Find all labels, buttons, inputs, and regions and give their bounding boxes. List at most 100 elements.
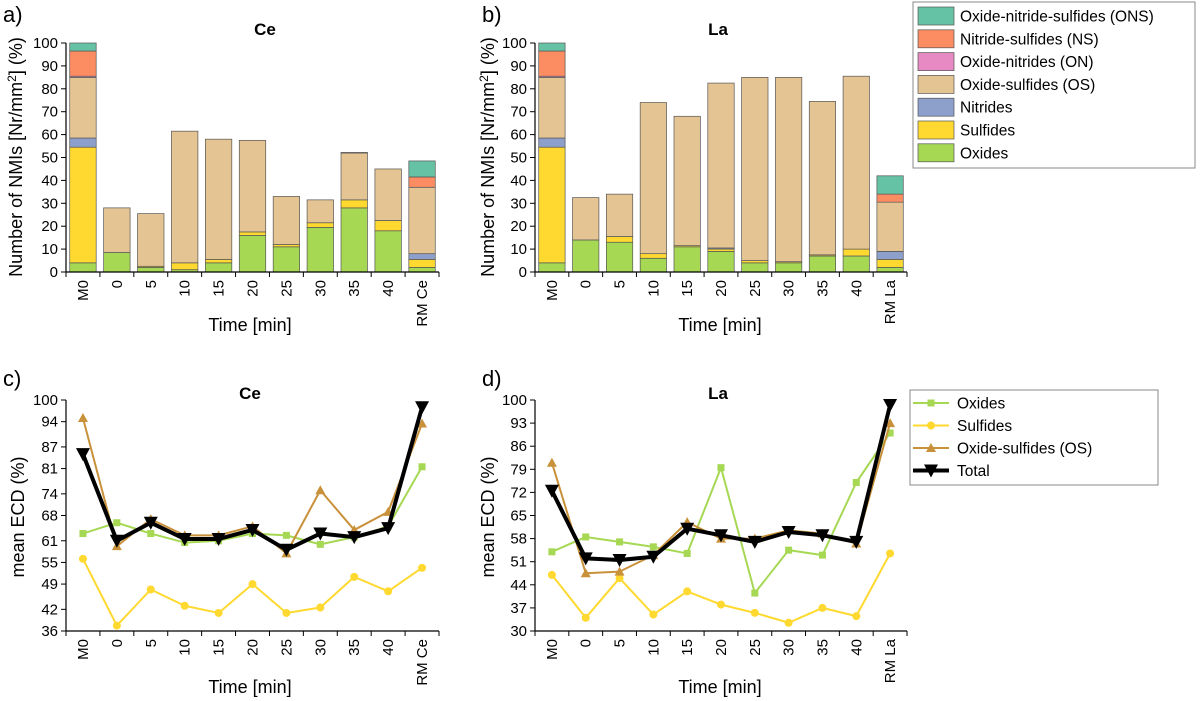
x-tick-label-a-10: RM Ce bbox=[414, 280, 431, 327]
point-c-total-2 bbox=[143, 516, 158, 530]
legend-swatch-o bbox=[917, 143, 955, 163]
point-d-sulfides-0 bbox=[547, 570, 556, 579]
x-tick-label-c-10: RM Ce bbox=[414, 639, 431, 686]
x-tick-label-a-3: 10 bbox=[177, 280, 194, 297]
bar-a-os-1 bbox=[103, 207, 131, 253]
bar-b-ns-10 bbox=[876, 193, 904, 203]
legend-label-on: Oxide-nitrides (ON) bbox=[960, 54, 1094, 71]
y-axis-label-a-main: Number of NMIs [Nr/mm bbox=[6, 82, 26, 277]
x-tick-label-a-2: 5 bbox=[143, 280, 160, 288]
bar-a-os-3 bbox=[171, 130, 199, 264]
legend-bar-frame bbox=[912, 1, 1196, 169]
point-d-total-2 bbox=[612, 554, 627, 568]
y-axis-label-b-sup: 2 bbox=[477, 75, 491, 82]
y-tick-label-a-6: 60 bbox=[41, 127, 58, 144]
y-tick-label-b-8: 80 bbox=[510, 81, 527, 98]
y-tick-label-c-7: 81 bbox=[41, 461, 58, 478]
x-tick-label-b-9: 40 bbox=[848, 280, 865, 297]
x-tick-label-b-7: 30 bbox=[781, 280, 798, 297]
point-d-oxides-10 bbox=[886, 429, 894, 437]
bar-a-ons-0 bbox=[69, 42, 97, 52]
x-tick-label-a-1: 0 bbox=[109, 280, 126, 288]
bar-b-os-8 bbox=[808, 101, 836, 256]
y-tick-label-c-6: 74 bbox=[41, 486, 58, 503]
legend-swatch-on bbox=[917, 52, 955, 71]
point-c-sulfides-8 bbox=[350, 572, 359, 581]
y-tick-label-c-2: 49 bbox=[41, 576, 58, 593]
y-tick-label-b-10: 100 bbox=[502, 35, 527, 52]
bar-b-os-1 bbox=[572, 197, 600, 241]
y-tick-label-d-1: 37 bbox=[510, 600, 527, 617]
y-tick-label-b-2: 20 bbox=[510, 218, 527, 235]
y-tick-label-d-3: 51 bbox=[510, 554, 527, 571]
point-d-os-1 bbox=[580, 568, 591, 578]
x-tick-label-c-5: 20 bbox=[245, 639, 262, 656]
y-tick-label-a-7: 70 bbox=[41, 104, 58, 121]
y-tick-label-b-9: 90 bbox=[510, 58, 527, 75]
y-tick-label-d-4: 58 bbox=[510, 531, 527, 548]
point-d-total-10 bbox=[883, 398, 898, 412]
x-tick-label-d-3: 10 bbox=[645, 639, 662, 656]
x-tick-label-b-10: RM La bbox=[882, 279, 899, 324]
point-d-sulfides-2 bbox=[615, 574, 624, 583]
chart-title-a: Ce bbox=[254, 20, 276, 39]
point-d-sulfides-10 bbox=[886, 549, 895, 558]
plot-area-a: 0 10 20 30 40 50 60 70 80 90 100 M0 0 5 10 15 20 25 30 35 40… bbox=[33, 35, 440, 327]
y-tick-label-a-5: 50 bbox=[41, 150, 58, 167]
bar-b-os-5 bbox=[707, 82, 735, 249]
y-tick-label-d-7: 79 bbox=[510, 461, 527, 478]
line-d-oxides bbox=[551, 432, 891, 595]
panel-c-ce-line-chart: c) Ce mean ECD (%) 36 42 49 55 61 68 74 81 87 94 1… bbox=[3, 366, 440, 697]
legend-bar-composition: Oxide-nitride-sulfides (ONS) Nitride-sulf… bbox=[912, 1, 1196, 169]
x-tick-label-c-9: 40 bbox=[380, 639, 397, 656]
x-tick-label-d-8: 35 bbox=[814, 639, 831, 656]
bar-a-o-10 bbox=[408, 267, 436, 273]
panel-a-ce-bar-chart: a) Ce Number of NMIs [Nr/mm2] (%) 010203… bbox=[3, 2, 440, 335]
point-c-total-8 bbox=[347, 531, 362, 545]
x-tick-label-c-7: 30 bbox=[312, 639, 329, 656]
point-c-oxides-10 bbox=[418, 463, 426, 471]
point-d-os-0 bbox=[546, 457, 557, 467]
bar-a-s-5 bbox=[238, 231, 267, 236]
x-tick-label-b-0: M0 bbox=[544, 280, 561, 301]
y-tick-label-c-8: 87 bbox=[41, 439, 58, 456]
point-c-sulfides-3 bbox=[180, 601, 189, 610]
y-tick-label-b-1: 10 bbox=[510, 241, 527, 258]
line-c-sulfides bbox=[82, 558, 423, 627]
x-tick-label-d-0: M0 bbox=[544, 639, 561, 660]
y-tick-label-a-9: 90 bbox=[41, 58, 58, 75]
bar-a-os-4 bbox=[205, 138, 233, 260]
bar-b-o-4 bbox=[673, 246, 701, 273]
point-c-sulfides-6 bbox=[282, 608, 291, 617]
x-tick-label-d-5: 20 bbox=[713, 639, 730, 656]
point-d-total-6 bbox=[747, 535, 762, 549]
bar-b-s-3 bbox=[639, 253, 667, 259]
x-tick-label-d-7: 30 bbox=[781, 639, 798, 656]
legend-label-n: Nitrides bbox=[960, 100, 1013, 117]
y-tick-label-d-10: 100 bbox=[502, 392, 527, 409]
point-d-oxides-3 bbox=[649, 543, 657, 551]
y-tick-label-b-5: 50 bbox=[510, 150, 527, 167]
x-tick-label-c-3: 10 bbox=[177, 639, 194, 656]
y-tick-label-b-7: 70 bbox=[510, 104, 527, 121]
legend-label-ons: Oxide-nitride-sulfides (ONS) bbox=[960, 9, 1154, 26]
x-tick-label-c-8: 35 bbox=[346, 639, 363, 656]
chart-title-b: La bbox=[708, 20, 728, 39]
y-tick-label-b-0: 0 bbox=[519, 264, 527, 281]
y-tick-label-a-8: 80 bbox=[41, 81, 58, 98]
point-c-oxides-6 bbox=[282, 531, 290, 539]
point-c-total-5 bbox=[245, 523, 260, 537]
x-tick-label-c-0: M0 bbox=[75, 639, 92, 660]
point-c-sulfides-2 bbox=[146, 585, 155, 594]
point-d-total-7 bbox=[781, 526, 796, 539]
point-d-oxides-5 bbox=[717, 464, 725, 472]
point-d-oxides-8 bbox=[818, 551, 826, 559]
line-d-os bbox=[550, 422, 892, 575]
legend-label-s: Sulfides bbox=[960, 123, 1015, 140]
y-tick-label-d-6: 72 bbox=[510, 484, 527, 501]
bar-b-o-5 bbox=[707, 251, 735, 273]
panel-letter-c: c) bbox=[3, 366, 21, 391]
chart-title-d: La bbox=[708, 384, 728, 403]
y-axis-label-a-sup: 2 bbox=[5, 75, 19, 82]
